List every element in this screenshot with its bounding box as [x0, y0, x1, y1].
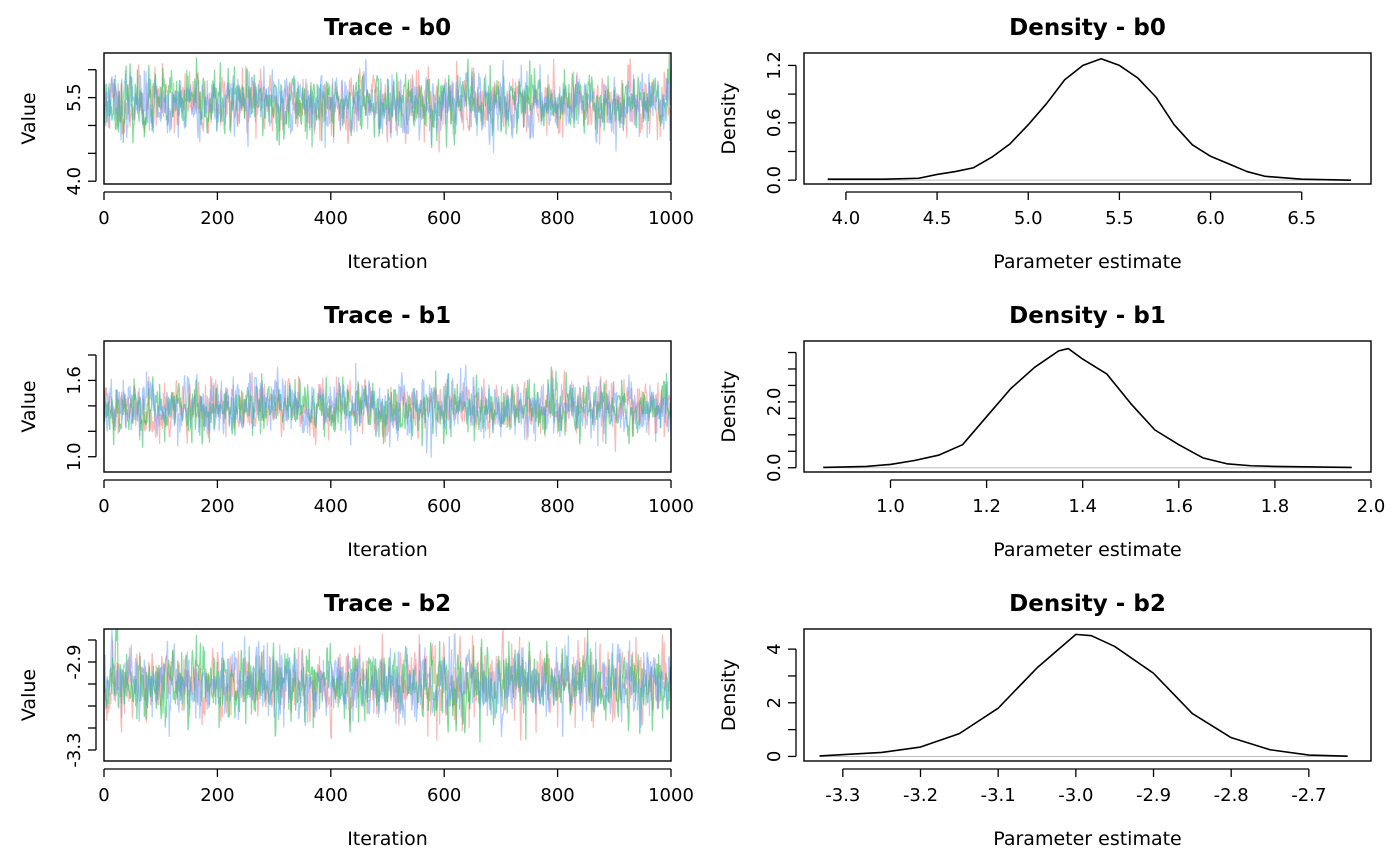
- x-tick-label: -2.9: [1136, 785, 1171, 806]
- x-tick-label: 6.5: [1287, 208, 1316, 229]
- x-axis-label: Iteration: [347, 251, 428, 273]
- x-tick-label: 1.8: [1261, 496, 1290, 517]
- plot-frame: [803, 340, 1372, 473]
- x-tick-label: 800: [540, 496, 574, 517]
- y-axis-label: Value: [18, 669, 40, 721]
- x-tick-label: 2.0: [1357, 496, 1386, 517]
- x-tick-label: -2.7: [1291, 785, 1326, 806]
- x-axis-label: Iteration: [347, 828, 428, 850]
- panel-title: Density - b0: [1009, 15, 1166, 41]
- y-tick-label: 1.0: [64, 442, 85, 471]
- x-tick-label: 4.5: [923, 208, 952, 229]
- x-tick-label: 1.4: [1068, 496, 1097, 517]
- plot-frame: [103, 52, 672, 185]
- y-tick-label: -2.9: [64, 644, 85, 679]
- trace-panel-2: 0 200 400 600 800 1000 1.0 1.6 Trace - b1 Iterati…: [18, 303, 694, 561]
- panel-title: Density - b2: [1009, 591, 1166, 617]
- x-tick-label: 1.0: [876, 496, 905, 517]
- y-tick-label: 0.0: [764, 166, 785, 195]
- plot-frame: [103, 340, 672, 473]
- y-tick-label: -3.3: [64, 732, 85, 767]
- x-tick-label: 5.5: [1105, 208, 1134, 229]
- x-tick-label: 200: [200, 208, 234, 229]
- trace-series-1: [103, 629, 672, 743]
- x-tick-label: 1.6: [1164, 496, 1193, 517]
- trace-series-2: [103, 362, 672, 458]
- x-tick-label: -2.8: [1214, 785, 1249, 806]
- panel-title: Trace - b0: [324, 15, 451, 41]
- x-tick-label: -3.2: [903, 785, 938, 806]
- x-axis-label: Iteration: [347, 539, 428, 561]
- density-line: [827, 57, 1351, 181]
- plot-frame: [803, 52, 1372, 185]
- plot-frame: [803, 628, 1372, 762]
- x-tick-label: 0: [98, 496, 109, 517]
- x-tick-label: 600: [427, 785, 461, 806]
- x-tick-label: 600: [427, 208, 461, 229]
- density-panel-1: 4.0 4.5 5.0 5.5 6.0 6.5 0.0 0.6 1.2 Density - b0 P…: [718, 15, 1372, 273]
- y-axis-label: Density: [718, 82, 740, 154]
- x-tick-label: 1.2: [972, 496, 1001, 517]
- x-tick-label: 1000: [648, 208, 694, 229]
- y-axis-label: Density: [718, 370, 740, 442]
- x-tick-label: 400: [314, 785, 348, 806]
- x-tick-label: 1000: [648, 785, 694, 806]
- y-axis-label: Value: [18, 92, 40, 144]
- y-tick-label: 0.0: [764, 453, 785, 482]
- y-tick-label: 5.5: [64, 83, 85, 112]
- x-tick-label: -3.3: [825, 785, 860, 806]
- density-line: [819, 633, 1348, 757]
- x-tick-label: 800: [540, 785, 574, 806]
- y-axis-label: Value: [18, 380, 40, 432]
- trace-series-2: [103, 58, 672, 154]
- plot-frame: [103, 628, 672, 762]
- y-axis-label: Density: [718, 659, 740, 731]
- panel-title: Trace - b1: [324, 303, 451, 329]
- y-tick-label: 0.6: [764, 108, 785, 137]
- y-tick-label: 2: [764, 697, 785, 708]
- y-tick-label: 1.2: [764, 51, 785, 80]
- x-tick-label: -3.0: [1058, 785, 1093, 806]
- x-tick-label: 4.0: [832, 208, 861, 229]
- y-tick-label: 4: [764, 643, 785, 654]
- trace-panel-4: 0 200 400 600 800 1000 -3.3 -2.9 Trace - b2 Itera…: [18, 591, 694, 850]
- x-axis-label: Parameter estimate: [993, 251, 1182, 273]
- x-tick-label: 6.0: [1196, 208, 1225, 229]
- panel-title: Density - b1: [1009, 303, 1166, 329]
- x-tick-label: -3.1: [981, 785, 1016, 806]
- y-tick-label: 2.0: [764, 388, 785, 417]
- x-tick-label: 800: [540, 208, 574, 229]
- x-tick-label: 200: [200, 496, 234, 517]
- x-tick-label: 200: [200, 785, 234, 806]
- x-tick-label: 5.0: [1014, 208, 1043, 229]
- trace-series-0: [103, 370, 672, 452]
- y-tick-label: 0: [764, 751, 785, 762]
- x-tick-label: 400: [314, 496, 348, 517]
- panel-title: Trace - b2: [324, 591, 451, 617]
- density-panel-5: -3.3 -3.2 -3.1 -3.0 -2.9 -2.8 -2.7 0 2 4 Density -…: [718, 591, 1372, 850]
- x-tick-label: 400: [314, 208, 348, 229]
- x-tick-label: 600: [427, 496, 461, 517]
- x-axis-label: Parameter estimate: [993, 828, 1182, 850]
- trace-panel-0: 0 200 400 600 800 1000 4.0 5.5 Trace - b0 Iterati…: [18, 15, 694, 273]
- trace-series-2: [103, 629, 672, 737]
- y-tick-label: 1.6: [64, 366, 85, 395]
- x-tick-label: 1000: [648, 496, 694, 517]
- x-axis-label: Parameter estimate: [993, 539, 1182, 561]
- x-tick-label: 0: [98, 208, 109, 229]
- density-panel-3: 1.0 1.2 1.4 1.6 1.8 2.0 0.0 2.0 Density - b1 Para…: [718, 303, 1385, 561]
- y-tick-label: 4.0: [64, 167, 85, 196]
- x-tick-label: 0: [98, 785, 109, 806]
- density-line: [823, 347, 1352, 469]
